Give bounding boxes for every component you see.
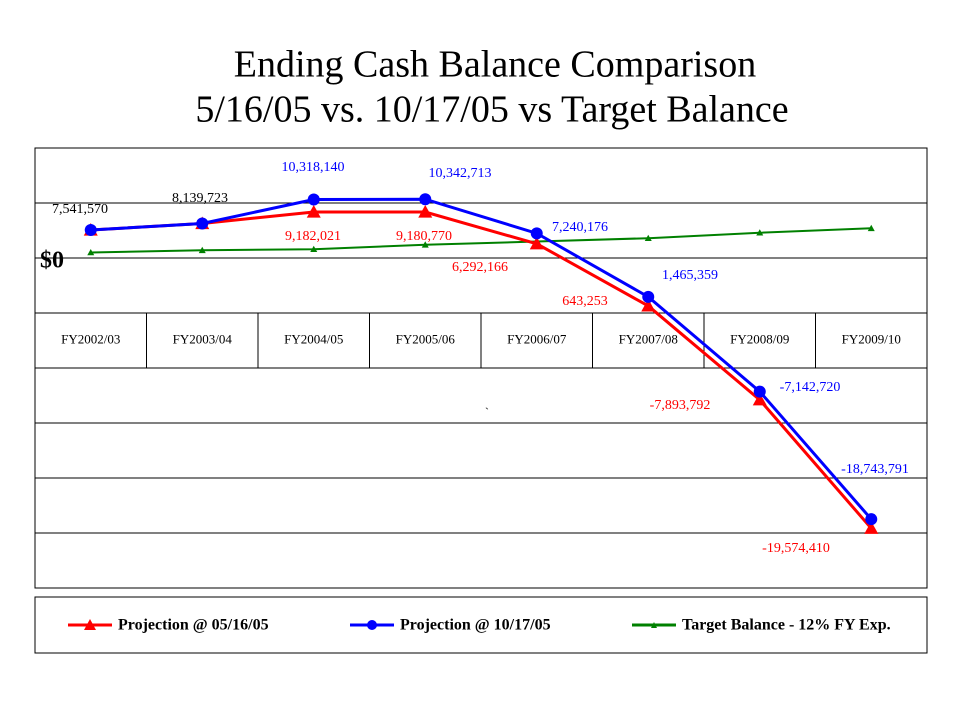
- data-label: 643,253: [562, 294, 608, 309]
- data-label: -7,142,720: [780, 380, 841, 395]
- point: [756, 229, 764, 236]
- annotation: `: [485, 405, 489, 419]
- legend-frame: [34, 596, 928, 654]
- point: [753, 385, 766, 398]
- point: [418, 205, 433, 218]
- point: [864, 521, 879, 534]
- data-label: 8,139,723: [172, 191, 228, 206]
- y-tick-label: $0: [40, 248, 64, 274]
- chart-subtitle: 5/16/05 vs. 10/17/05 vs Target Balance: [195, 89, 788, 131]
- data-label: 6,292,166: [452, 260, 508, 275]
- x-tick-label: FY2006/07: [507, 331, 567, 346]
- point: [641, 298, 656, 312]
- point: [198, 246, 206, 254]
- point: [421, 241, 429, 248]
- point: [87, 249, 95, 256]
- legend-label: Target Balance - 12% FY Exp.: [682, 617, 891, 634]
- data-label: -18,743,791: [841, 462, 909, 477]
- point: [310, 245, 318, 252]
- point: [307, 193, 320, 206]
- data-label: -19,574,410: [762, 541, 830, 556]
- point: [196, 217, 209, 230]
- x-tick-label: FY2005/06: [396, 331, 456, 346]
- x-tick-label: FY2008/09: [730, 331, 789, 346]
- legend-marker: [651, 622, 657, 628]
- legend-marker: [367, 620, 377, 630]
- data-label: 7,541,570: [52, 202, 108, 217]
- point: [644, 234, 652, 241]
- data-label: 1,465,359: [662, 268, 718, 283]
- x-tick-label: FY2002/03: [61, 331, 120, 346]
- series-line: [90, 227, 872, 254]
- data-label: 10,342,713: [429, 166, 492, 181]
- series-line: [90, 210, 873, 530]
- point: [530, 227, 543, 240]
- legend-label: Projection @ 05/16/05: [118, 617, 269, 634]
- data-label: 9,180,770: [396, 229, 452, 244]
- data-label: 10,318,140: [282, 160, 345, 175]
- data-label: 9,182,021: [285, 229, 341, 244]
- point: [642, 290, 655, 303]
- point: [867, 224, 875, 232]
- x-tick-label: FY2009/10: [842, 331, 901, 346]
- point: [419, 193, 432, 206]
- point: [306, 204, 321, 218]
- data-label: -7,893,792: [650, 398, 711, 413]
- point: [84, 224, 97, 237]
- x-tick-label: FY2004/05: [284, 331, 343, 346]
- point: [865, 513, 878, 526]
- legend-marker: [84, 619, 96, 630]
- point: [752, 392, 767, 406]
- x-tick-label: FY2003/04: [173, 331, 233, 346]
- legend-label: Projection @ 10/17/05: [400, 617, 551, 634]
- data-label: 7,240,176: [552, 220, 608, 235]
- series-line: [90, 197, 873, 521]
- point: [529, 236, 544, 250]
- x-tick-label: FY2007/08: [619, 331, 678, 346]
- chart-title: Ending Cash Balance Comparison: [234, 44, 756, 86]
